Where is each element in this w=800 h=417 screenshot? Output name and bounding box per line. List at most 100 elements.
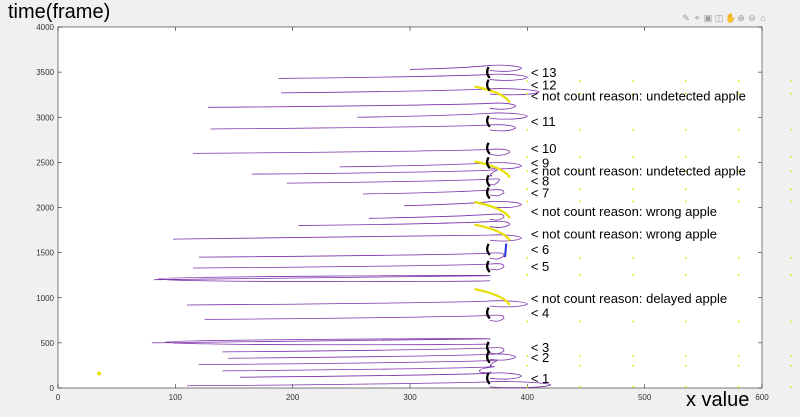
trajectory-line [187, 381, 552, 389]
uncounted-dot [737, 386, 740, 388]
uncounted-dot [684, 170, 687, 173]
uncounted-dot [684, 92, 687, 95]
trajectory-line [198, 359, 498, 367]
uncounted-dot [632, 200, 634, 203]
data-tip-icon[interactable]: ⌖ [694, 13, 700, 23]
y-tick-label: 3000 [36, 113, 54, 122]
trajectory-line [198, 252, 505, 260]
uncounted-dot [737, 274, 740, 276]
uncounted-dot [526, 386, 529, 388]
uncounted-dot [632, 257, 634, 259]
uncounted-dot [790, 364, 793, 367]
uncounted-dot [684, 274, 687, 276]
uncounted-marker [474, 223, 511, 242]
annotation-label: < 12 [531, 78, 557, 93]
uncounted-dot [526, 188, 529, 191]
uncounted-dot [632, 364, 634, 367]
trajectory-line [210, 124, 517, 132]
trajectory-line [286, 178, 500, 186]
uncounted-dot [526, 354, 529, 357]
uncounted-dot [790, 320, 793, 323]
plot-area [57, 26, 763, 389]
annotation-label: < 13 [531, 65, 557, 80]
uncounted-dot [632, 386, 634, 388]
pan-icon[interactable]: ✋ [725, 13, 737, 23]
trajectory-line [222, 347, 505, 355]
uncounted-dot [790, 188, 793, 191]
counted-marker [486, 306, 491, 320]
uncounted-dot [790, 354, 793, 357]
uncounted-dot [737, 155, 740, 158]
zoom-in-icon[interactable]: ⊕ [737, 13, 745, 23]
uncounted-dot [579, 320, 582, 323]
uncounted-dot [737, 80, 740, 82]
uncounted-dot [790, 80, 793, 82]
annotation-label: < not count reason: wrong apple [531, 227, 717, 242]
uncounted-dot [579, 80, 582, 82]
trajectory-line [278, 73, 528, 81]
annotation-label: < not count reason: delayed apple [531, 291, 727, 306]
trajectory-line [409, 64, 522, 72]
annotation-label: < not count reason: undetected apple [531, 88, 746, 103]
uncounted-dot [579, 188, 582, 191]
annotation-label: < not count reason: undetected apple [531, 163, 746, 178]
x-tick-label: 0 [56, 393, 61, 402]
counted-marker [486, 156, 491, 170]
zoom-out-icon[interactable]: ⊖ [748, 13, 756, 23]
uncounted-dot [737, 188, 740, 191]
x-tick-label: 300 [403, 393, 417, 402]
uncounted-marker [474, 160, 511, 179]
annotation-label: < 6 [531, 242, 549, 257]
x-tick-label: 400 [521, 393, 535, 402]
trajectory-line [239, 372, 522, 380]
uncounted-dot [579, 200, 582, 203]
uncounted-dot [684, 155, 687, 158]
counted-marker [486, 260, 491, 273]
trajectory-line [187, 300, 528, 308]
home-icon[interactable]: ⌂ [760, 13, 766, 23]
uncounted-dot [632, 170, 634, 173]
uncounted-dot [790, 274, 793, 276]
x-tick-label: 600 [755, 393, 769, 402]
export-icon[interactable]: ▣ [703, 13, 713, 23]
stray-dot [97, 371, 102, 376]
uncounted-marker [474, 200, 511, 219]
uncounted-dot [579, 386, 582, 388]
uncounted-dot [579, 364, 582, 367]
x-axis-title: x value [686, 389, 750, 411]
uncounted-marker [474, 288, 511, 306]
uncounted-dot [684, 364, 687, 367]
trajectory-line [404, 201, 522, 208]
uncounted-dot [737, 257, 740, 259]
trajectory-line [192, 263, 505, 271]
x-tick-label: 200 [286, 393, 300, 402]
uncounted-dot [579, 257, 582, 259]
uncounted-dot [737, 320, 740, 323]
brush-icon[interactable]: ✎ [682, 13, 690, 23]
uncounted-dot [737, 92, 740, 95]
annotation-label: < 1 [531, 371, 549, 386]
y-tick-label: 0 [50, 384, 55, 393]
counted-marker [486, 79, 491, 92]
figure-toolbar: ✎ ⌖ ▣ ◫ ✋ ⊕ ⊖ ⌂ [681, 13, 768, 23]
uncounted-dot [737, 200, 740, 203]
trajectory-line [228, 353, 517, 361]
uncounted-dot [579, 354, 582, 357]
y-tick-label: 1000 [36, 294, 54, 303]
uncounted-dot [579, 155, 582, 158]
uncounted-dot [579, 170, 582, 173]
camera-icon[interactable]: ◫ [714, 13, 724, 23]
trajectory-line [222, 366, 496, 374]
uncounted-dot [526, 128, 529, 131]
x-tick-label: 100 [169, 393, 183, 402]
uncounted-dot [684, 257, 687, 259]
uncounted-dot [579, 92, 582, 95]
counted-marker [486, 174, 491, 188]
uncounted-dot [526, 200, 529, 203]
uncounted-dot [737, 128, 740, 131]
uncounted-dot [526, 92, 529, 95]
uncounted-dot [684, 188, 687, 191]
y-axis-title: time(frame) [8, 1, 111, 23]
uncounted-dot [684, 80, 687, 82]
uncounted-dot [632, 80, 634, 82]
